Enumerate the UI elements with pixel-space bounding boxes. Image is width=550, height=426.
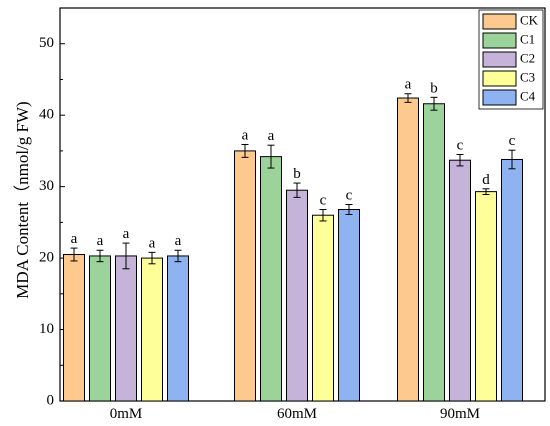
- bar-c3-0mm: [141, 257, 163, 402]
- bar-c1-0mm: [89, 255, 111, 402]
- plot-area: 0 10 20 30 40 50 0mM a a a a a 60mM a a b c c 90mM a b c d c: [39, 7, 546, 422]
- significance-letter: b: [293, 166, 301, 182]
- significance-letter: a: [242, 127, 249, 143]
- bar-c2-60mm: [286, 189, 308, 402]
- bar-ck-60mm: [234, 150, 256, 402]
- bar-c4-90mm: [501, 158, 523, 402]
- legend-label: CK: [520, 12, 539, 27]
- legend-swatch-ck: [482, 13, 517, 30]
- y-tick-label: 40: [39, 107, 54, 123]
- bar-c4-0mm: [167, 255, 189, 402]
- significance-letter: a: [405, 77, 412, 93]
- y-tick-label: 0: [47, 392, 55, 408]
- legend-swatch-c1: [482, 32, 517, 49]
- significance-letter: c: [320, 193, 327, 209]
- bar-ck-0mm: [63, 254, 85, 402]
- significance-letter: a: [268, 128, 275, 144]
- significance-letter: a: [149, 235, 156, 251]
- y-tick-label: 50: [39, 35, 54, 51]
- legend-label: C1: [520, 31, 535, 46]
- significance-letter: b: [430, 80, 438, 96]
- legend-swatch-c3: [482, 70, 517, 87]
- x-tick-label: 60mM: [277, 406, 317, 422]
- legend: CK C1 C2 C3 C4: [478, 9, 544, 110]
- legend-swatch-c2: [482, 51, 517, 68]
- significance-letter: d: [482, 172, 490, 188]
- significance-letter: c: [457, 137, 464, 153]
- bar-ck-90mm: [397, 97, 419, 402]
- legend-label: C2: [520, 50, 535, 65]
- significance-letter: a: [71, 231, 78, 247]
- bar-c3-60mm: [312, 214, 334, 402]
- bar-c1-90mm: [423, 103, 445, 402]
- legend-label: C4: [520, 88, 536, 103]
- significance-letter: a: [97, 233, 104, 249]
- x-tick-label: 90mM: [440, 406, 480, 422]
- y-tick-label: 30: [39, 178, 54, 194]
- significance-letter: c: [509, 133, 516, 149]
- significance-letter: c: [346, 188, 353, 204]
- significance-letter: a: [175, 233, 182, 249]
- y-tick-label: 10: [39, 321, 54, 337]
- bar-c2-0mm: [115, 255, 137, 402]
- y-tick-label: 20: [39, 250, 54, 266]
- x-tick-label: 0mM: [110, 406, 143, 422]
- bar-c2-90mm: [449, 159, 471, 402]
- bar-c4-60mm: [338, 209, 360, 402]
- significance-letter: a: [123, 226, 130, 242]
- y-axis-label: MDA Content（nmol/g FW): [13, 101, 32, 298]
- bar-c1-60mm: [260, 156, 282, 402]
- legend-swatch-c4: [482, 89, 517, 106]
- bar-c3-90mm: [475, 191, 497, 402]
- legend-label: C3: [520, 69, 535, 84]
